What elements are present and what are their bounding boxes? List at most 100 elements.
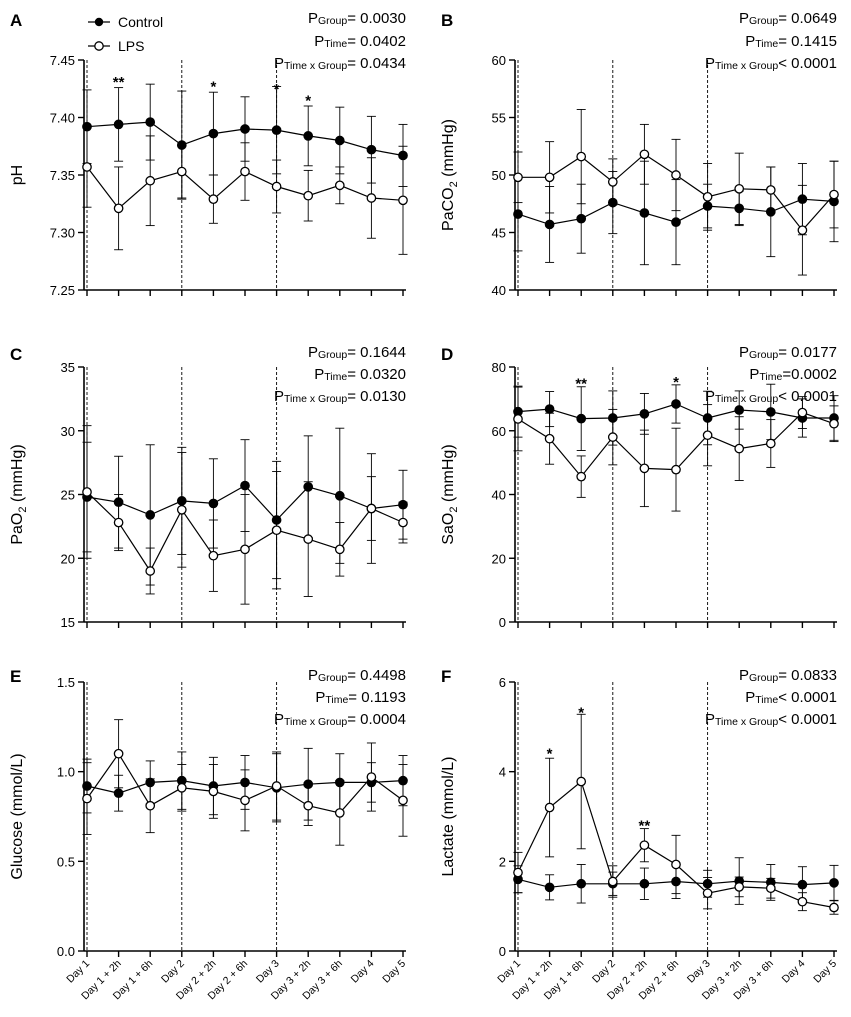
data-point-control: [544, 219, 555, 230]
y-tick-label: 6: [499, 675, 506, 690]
data-point-lps: [829, 418, 839, 429]
legend-control-marker: [94, 17, 104, 27]
data-point-lps: [576, 151, 587, 162]
y-tick-label: 20: [492, 551, 506, 566]
data-point-control: [176, 140, 187, 150]
data-point-lps: [797, 896, 808, 907]
data-point-control: [398, 775, 408, 786]
y-tick-label: 45: [492, 226, 506, 241]
data-point-control: [145, 777, 156, 788]
y-tick-label: 0: [499, 944, 506, 959]
data-point-lps: [734, 882, 745, 892]
data-point-lps: [671, 464, 681, 475]
data-point-control: [765, 407, 776, 417]
data-point-control: [208, 128, 219, 139]
data-point-control: [702, 201, 713, 211]
data-point-lps: [513, 867, 523, 878]
significance-star: *: [305, 92, 311, 109]
panel-letter: A: [10, 11, 22, 30]
data-point-control: [513, 209, 523, 219]
x-tick-label: Day 4: [780, 958, 808, 986]
data-point-control: [544, 404, 555, 414]
stat-p-time-x-group: PTime x Group= 0.0434: [274, 55, 406, 72]
significance-star: *: [547, 746, 553, 763]
data-point-lps: [702, 192, 713, 202]
data-point-control: [145, 510, 156, 520]
stat-p-time: PTime= 0.0320: [314, 366, 406, 383]
y-tick-label: 60: [492, 53, 506, 68]
y-tick-label: 7.30: [50, 226, 75, 241]
y-tick-label: 25: [61, 488, 75, 503]
x-tick-label: Day 5: [380, 958, 408, 986]
panel-letter: F: [441, 667, 451, 686]
data-point-control: [334, 490, 345, 501]
data-point-lps: [607, 876, 618, 887]
y-tick-label: 2: [499, 854, 506, 869]
y-axis-label: PaCO2 (mmHg): [440, 119, 460, 231]
stat-p-group: PGroup= 0.0030: [308, 10, 406, 27]
data-point-lps: [734, 183, 745, 194]
x-tick-label: Day 2: [159, 958, 187, 986]
data-point-lps: [765, 883, 776, 894]
data-point-control: [82, 121, 92, 132]
y-tick-label: 7.25: [50, 283, 75, 298]
panel-letter: E: [10, 667, 21, 686]
data-point-lps: [334, 544, 345, 555]
data-point-control: [639, 878, 650, 889]
stat-p-time: PTime= 0.0402: [314, 33, 406, 50]
data-point-lps: [398, 195, 408, 206]
data-point-lps: [765, 185, 776, 195]
y-tick-label: 0.5: [57, 854, 75, 869]
data-point-lps: [366, 193, 377, 203]
x-tick-label: Day 4: [349, 958, 377, 986]
data-point-control: [145, 117, 156, 127]
significance-star: **: [113, 74, 125, 91]
data-point-lps: [398, 795, 408, 806]
stat-p-time: PTime= 0.1193: [315, 689, 406, 706]
data-point-lps: [271, 181, 282, 192]
panel-letter: C: [10, 345, 22, 364]
data-point-control: [271, 515, 282, 525]
data-point-lps: [765, 438, 776, 449]
data-point-control: [671, 399, 681, 409]
data-point-control: [607, 197, 618, 208]
data-point-control: [113, 119, 124, 130]
data-point-control: [702, 413, 713, 423]
data-point-control: [366, 144, 377, 155]
data-point-lps: [366, 772, 377, 782]
data-point-lps: [576, 471, 587, 482]
stat-p-group: PGroup= 0.1644: [308, 344, 406, 361]
data-point-control: [303, 779, 314, 790]
data-point-lps: [607, 432, 618, 442]
data-point-lps: [334, 808, 345, 818]
stat-p-time: PTime< 0.0001: [745, 689, 837, 706]
data-point-control: [734, 405, 745, 415]
y-axis-label: Lactate (mmol/L): [440, 756, 457, 876]
data-point-lps: [240, 544, 250, 555]
data-point-lps: [113, 748, 124, 759]
significance-star: *: [274, 81, 280, 98]
data-point-control: [208, 498, 219, 509]
data-point-control: [398, 150, 408, 161]
panel-f: F PGroup= 0.0833 PTime< 0.0001 PTime x Grou…: [440, 667, 839, 1002]
x-tick-label: Day 3: [254, 958, 282, 986]
y-tick-label: 7.45: [50, 53, 75, 68]
data-point-lps: [271, 781, 282, 791]
data-point-control: [303, 481, 314, 492]
stat-p-time-x-group: PTime x Group< 0.0001: [705, 55, 837, 72]
y-tick-label: 1.5: [57, 675, 75, 690]
panel-e: E PGroup= 0.4498 PTime= 0.1193 PTime x Grou…: [9, 667, 408, 1002]
data-point-lps: [240, 166, 250, 177]
stat-p-time-x-group: PTime x Group= 0.0004: [274, 711, 406, 728]
significance-star: **: [639, 817, 651, 834]
stat-p-group: PGroup= 0.0833: [739, 667, 837, 684]
data-point-lps: [702, 888, 713, 899]
data-point-lps: [176, 782, 187, 793]
data-point-control: [544, 882, 555, 893]
data-point-lps: [576, 776, 587, 787]
data-point-lps: [82, 793, 92, 804]
panel-letter: B: [441, 11, 453, 30]
y-tick-label: 30: [61, 424, 75, 439]
y-tick-label: 7.40: [50, 111, 75, 126]
data-point-lps: [829, 189, 839, 200]
